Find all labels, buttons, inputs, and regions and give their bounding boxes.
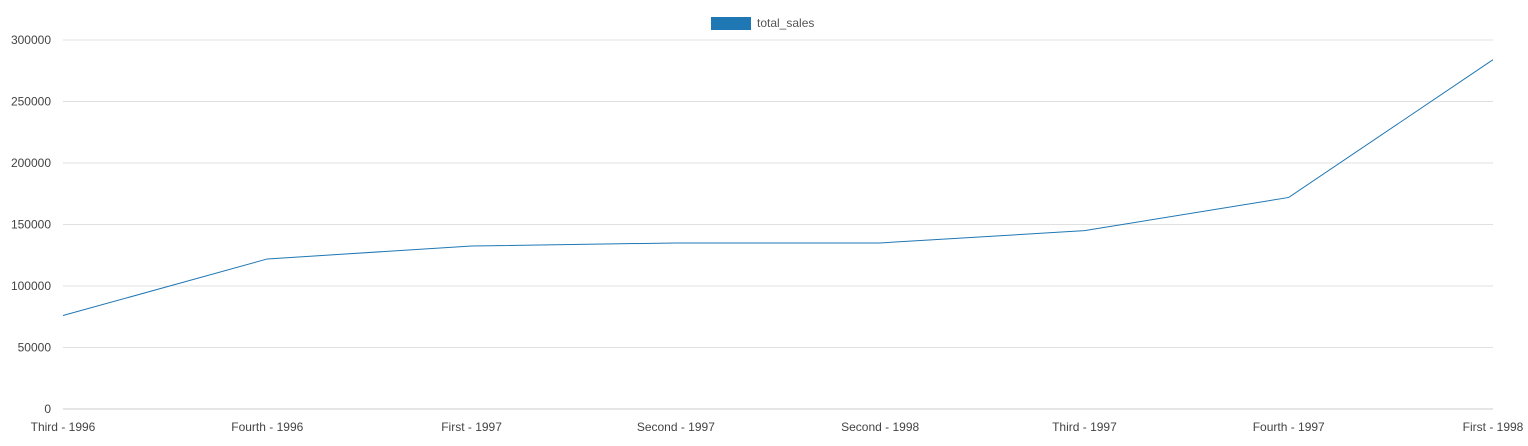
- legend-label: total_sales: [757, 16, 814, 30]
- y-tick-label: 50000: [18, 341, 52, 355]
- series-layer: [62, 59, 1494, 317]
- x-tick-label: First - 1998: [1463, 420, 1524, 434]
- x-axis: Third - 1996 Fourth - 1996 First - 1997 Sec…: [31, 420, 1524, 434]
- x-tick-label: Fourth - 1996: [231, 420, 303, 434]
- legend-swatch: [711, 17, 751, 30]
- x-tick-label: Fourth - 1997: [1253, 420, 1325, 434]
- series-line-total_sales: [62, 59, 1494, 317]
- y-tick-label: 0: [44, 402, 51, 416]
- x-tick-label: Second - 1998: [841, 420, 919, 434]
- y-axis: 0 50000 100000 150000 200000 250000 300000: [11, 33, 51, 416]
- x-tick-label: Second - 1997: [637, 420, 715, 434]
- y-tick-label: 150000: [11, 218, 51, 232]
- x-tick-label: First - 1997: [441, 420, 502, 434]
- y-tick-label: 250000: [11, 95, 51, 109]
- legend[interactable]: total_sales: [711, 16, 814, 30]
- x-tick-label: Third - 1997: [1052, 420, 1117, 434]
- y-tick-label: 300000: [11, 33, 51, 47]
- grid-lines: [63, 39, 1493, 410]
- y-tick-label: 200000: [11, 156, 51, 170]
- x-tick-label: Third - 1996: [31, 420, 96, 434]
- y-tick-label: 100000: [11, 279, 51, 293]
